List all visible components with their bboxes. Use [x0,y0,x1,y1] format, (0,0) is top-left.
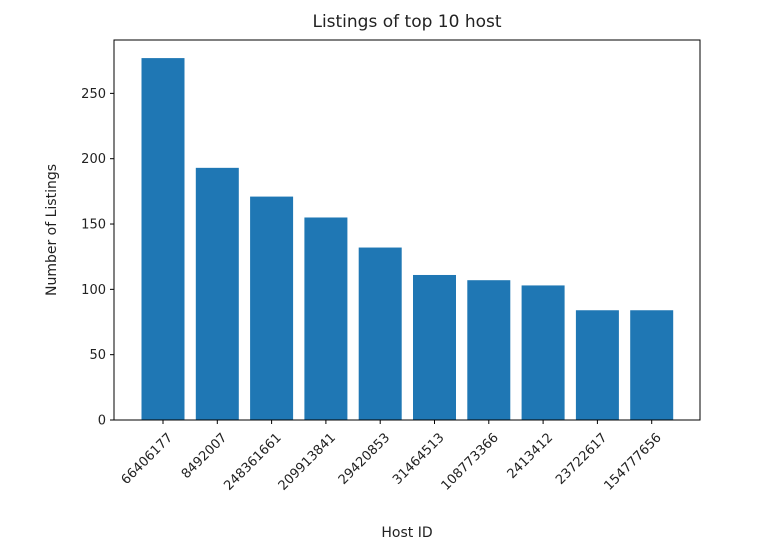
x-tick-label: 31464513 [390,430,447,487]
y-tick-label: 0 [98,414,106,429]
y-tick-label: 250 [81,87,106,102]
x-tick-label: 108773366 [439,430,502,493]
y-tick-label: 50 [89,348,106,363]
bar-2413412 [521,285,565,420]
x-tick-label: 23722617 [553,430,610,487]
bar-209913841 [304,217,348,420]
bar-29420853 [358,247,402,420]
x-tick-label: 154777656 [601,430,664,493]
plot-frame [113,39,701,421]
bar-23722617 [575,310,619,420]
x-tick-label: 209913841 [276,430,339,493]
bar-31464513 [413,274,456,420]
y-tick-label: 100 [81,283,106,298]
bar-154777656 [630,310,674,420]
x-tick-label: 8492007 [179,430,231,482]
bar-108773366 [467,280,511,420]
x-tick-label: 29420853 [336,430,393,487]
x-tick-label: 248361661 [221,430,284,493]
x-axis-title: Host ID [381,525,432,541]
plot-area: 66406177 84920072483616612099138412942085… [81,58,674,494]
y-tick-label: 200 [81,152,106,167]
bar-66406177 [141,58,185,420]
x-tick-label: 66406177 [119,430,176,487]
bar-8492007 [195,167,239,420]
y-axis-title: Number of Listings [44,164,60,296]
chart-title: Listings of top 10 host [312,12,501,32]
bar-248361661 [250,196,294,420]
y-tick-label: 150 [81,218,106,233]
x-tick-label: 2413412 [505,430,557,482]
